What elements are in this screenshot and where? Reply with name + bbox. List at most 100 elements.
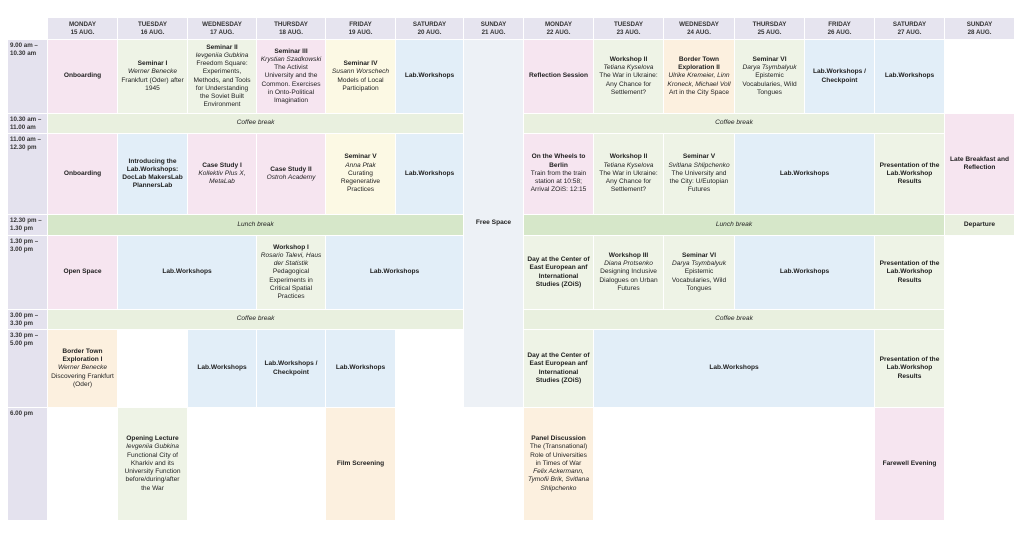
cell-text: Seminar III <box>274 47 308 55</box>
cell-text: Werner Benecke <box>58 364 107 372</box>
schedule-cell: Case Study II Ostroh Academy <box>257 134 325 214</box>
cell-text: Coffee break <box>236 119 275 127</box>
cell-text: Rosario Talevi, Haus der Statistik <box>260 251 322 268</box>
schedule-cell: Film Screening <box>326 408 395 520</box>
schedule-cell: Lab.Workshops <box>396 40 463 113</box>
cell-text: Ievgeniia Gubkina <box>195 51 249 59</box>
day-header: THURSDAY 18 AUG. <box>257 18 325 39</box>
day-header: WEDNESDAY 17 AUG. <box>188 18 256 39</box>
cell-text: Lab.Workshops <box>197 364 247 372</box>
time-slot: 10.30 am –11.00 am <box>8 114 47 133</box>
schedule-cell: Workshop I Rosario Talevi, Haus der Stati… <box>257 236 325 309</box>
time-label: 3.30 pm <box>10 319 34 327</box>
time-label: 6.00 pm <box>10 410 34 417</box>
time-label: 10.30 am <box>10 49 37 57</box>
cell-text: Models of Local Participation <box>337 76 384 92</box>
schedule-cell: Seminar I Werner Benecke Frankfurt (Oder) … <box>118 40 187 113</box>
schedule-cell: Coffee break <box>48 310 463 329</box>
schedule-cell: Presentation of the Lab.Workshop Results <box>875 236 944 309</box>
schedule-cell: Lab.Workshops <box>875 40 944 113</box>
schedule-cell: Lab.Workshops <box>188 330 256 407</box>
cell-text: Ievgeniia Gubkina <box>126 443 179 451</box>
cell-text: Pedagogical Experiments in Critical Spat… <box>269 268 313 300</box>
day-header: WEDNESDAY 24 AUG. <box>664 18 734 39</box>
day-header-text: THURSDAY <box>752 21 787 28</box>
schedule-cell: Case Study I Kollektiv Plus X, MetaLab <box>188 134 256 214</box>
schedule-cell: Farewell Evening <box>875 408 944 520</box>
cell-text: Lab.Workshops <box>884 72 935 80</box>
schedule-cell: Lab.Workshops <box>326 330 395 407</box>
day-header: SUNDAY 28 AUG. <box>945 18 1014 39</box>
cell-text: Film Screening <box>336 459 385 467</box>
schedule-cell: Lab.Workshops / Checkpoint <box>257 330 325 407</box>
cell-text: Ostroh Academy <box>266 174 316 181</box>
day-header: TUESDAY 23 AUG. <box>594 18 663 39</box>
cell-text: Introducing the Lab.Workshops: DocLab Ma… <box>122 157 183 190</box>
time-label: 3.30 pm – <box>10 332 39 339</box>
cell-text: Epistemic Vocabularies, Wild Tongues <box>742 72 797 96</box>
time-slot: 12.30 pm –1.30 pm <box>8 215 47 235</box>
schedule-cell: Departure <box>945 215 1014 235</box>
time-slot: 11.00 am –12.30 pm <box>8 134 47 214</box>
schedule-cell: Border Town Exploration II Ulrike Kremeie… <box>664 40 734 113</box>
cell-text: Border Town Exploration II <box>678 55 720 72</box>
day-header-text: WEDNESDAY <box>202 21 242 28</box>
schedule-cell: Onboarding <box>48 40 117 113</box>
day-header-text: 23 AUG. <box>616 28 641 36</box>
cell-text: Coffee break <box>236 315 275 323</box>
day-header: TUESDAY 16 AUG. <box>118 18 187 39</box>
day-header-text: 24 AUG. <box>687 28 711 36</box>
schedule-cell: Introducing the Lab.Workshops: DocLab Ma… <box>118 134 187 214</box>
time-label: 10.30 am – <box>10 116 42 123</box>
cell-text: Seminar V <box>682 153 716 161</box>
cell-text: Freedom Square: Experiments, Methods, an… <box>193 60 251 109</box>
cell-text: Seminar I <box>137 60 168 68</box>
day-header: FRIDAY 19 AUG. <box>326 18 395 39</box>
cell-text: Case Study I <box>202 161 242 169</box>
cell-text: Onboarding <box>63 169 102 177</box>
cell-text: Train from the train station at 10:58; A… <box>530 169 587 194</box>
cell-text: Border Town Exploration I <box>62 347 103 364</box>
cell-text: Opening Lecture <box>126 435 179 443</box>
schedule-cell: Lab.Workshops <box>735 236 874 309</box>
cell-text: Lab.Workshops / Checkpoint <box>264 360 318 376</box>
cell-text: Presentation of the Lab.Workshop Results <box>879 356 940 380</box>
schedule-cell: Coffee break <box>48 114 463 133</box>
cell-text: Werner Benecke <box>128 68 177 76</box>
day-header-text: 22 AUG. <box>546 28 571 36</box>
time-label: 3.00 pm – <box>10 312 39 319</box>
cell-text: Lab.Workshops / Checkpoint <box>812 68 866 84</box>
cell-text: Lab.Workshops <box>779 268 830 276</box>
cell-text: Coffee break <box>715 315 753 323</box>
cell-text: Functional City of Kharkiv and its Unive… <box>124 451 181 492</box>
cell-text: Day at the Center of East European anf I… <box>527 352 590 384</box>
cell-text: Case Study II <box>270 165 312 173</box>
day-header-text: 25 AUG. <box>757 28 782 36</box>
time-label: 11.00 am – <box>10 136 41 143</box>
cell-text: Onboarding <box>63 72 102 80</box>
schedule-cell: Seminar VI Darya Tsymbalyuk Epistemic Voca… <box>735 40 804 113</box>
day-header-text: TUESDAY <box>138 21 167 28</box>
schedule-cell: Presentation of the Lab.Workshop Results <box>875 134 944 214</box>
cell-text: Presentation of the Lab.Workshop Results <box>879 161 940 186</box>
cell-text: Lab.Workshops <box>404 72 455 80</box>
schedule-cell: Lab.Workshops <box>118 236 256 309</box>
day-header: THURSDAY 25 AUG. <box>735 18 804 39</box>
cell-text: Lab.Workshops <box>709 364 759 372</box>
day-header-text: 26 AUG. <box>827 28 852 36</box>
cell-text: Diana Protsenko <box>604 260 653 268</box>
time-slot: 3.00 pm –3.30 pm <box>8 310 47 329</box>
day-header-text: 27 AUG. <box>897 28 922 36</box>
cell-text: Workshop II <box>609 55 648 63</box>
cell-text: Panel Discussion <box>531 435 586 443</box>
cell-text: Reflection Session <box>529 72 588 80</box>
cell-text: Tetiana Kyselova <box>603 161 654 169</box>
cell-text: Darya Tsymbalyuk <box>742 64 797 72</box>
schedule-cell: Lunch break <box>524 215 944 235</box>
schedule-cell: Opening Lecture Ievgeniia Gubkina Function… <box>118 408 187 520</box>
cell-text: Seminar IV <box>343 60 378 68</box>
day-header: SATURDAY 27 AUG. <box>875 18 944 39</box>
day-header-text: FRIDAY <box>349 21 372 28</box>
cell-text: The War in Ukraine: Any Chance for Settl… <box>599 72 658 96</box>
